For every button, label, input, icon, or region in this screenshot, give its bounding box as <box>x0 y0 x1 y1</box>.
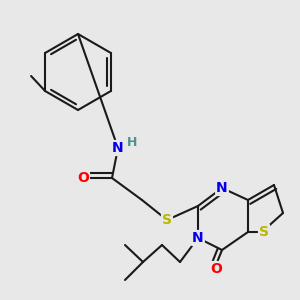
Text: N: N <box>112 141 124 155</box>
Text: O: O <box>77 171 89 185</box>
Text: N: N <box>192 231 204 245</box>
Text: N: N <box>216 181 228 195</box>
Text: H: H <box>127 136 137 148</box>
Text: S: S <box>259 225 269 239</box>
Text: O: O <box>210 262 222 276</box>
Text: S: S <box>162 213 172 227</box>
